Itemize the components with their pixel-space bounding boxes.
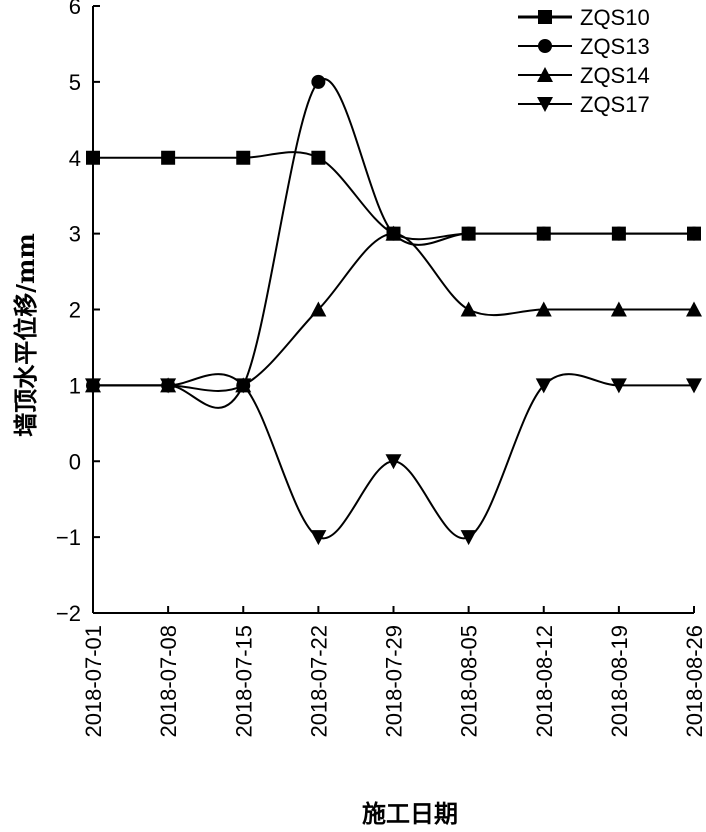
data-point-zqs17 — [85, 378, 101, 394]
data-point-zqs14 — [686, 301, 702, 317]
data-point-zqs10 — [161, 150, 176, 165]
data-point-zqs17 — [460, 530, 477, 546]
y-ticks: −2 −1 0 1 2 3 4 5 6 — [56, 0, 100, 626]
legend-marker-zqs14 — [537, 67, 553, 82]
data-point-zqs13 — [311, 74, 326, 89]
legend: ZQS10 ZQS13 ZQS14 ZQS17 — [518, 5, 650, 117]
legend-marker-zqs13 — [538, 39, 552, 53]
legend-marker-zqs10 — [538, 10, 552, 24]
data-point-zqs10 — [86, 150, 100, 165]
x-tick-label: 2018-07-29 — [382, 625, 407, 738]
x-tick-label: 2018-08-05 — [457, 625, 482, 738]
x-tick-label: 2018-08-19 — [607, 625, 632, 738]
y-tick-label: 5 — [69, 70, 81, 95]
data-point-zqs17 — [686, 378, 702, 394]
y-tick-label: 2 — [69, 298, 81, 323]
data-point-zqs14 — [460, 301, 477, 317]
data-point-zqs17 — [235, 378, 252, 394]
data-point-zqs17 — [385, 454, 402, 470]
y-tick-label: −2 — [56, 601, 81, 626]
data-point-zqs14 — [610, 301, 627, 317]
data-point-zqs14 — [535, 301, 552, 317]
x-tick-label: 2018-07-08 — [156, 625, 181, 738]
series-markers — [85, 74, 702, 546]
y-tick-label: −1 — [56, 525, 81, 550]
y-axis-title: 墙顶水平位移/mm — [11, 233, 40, 437]
series-lines — [92, 78, 694, 540]
y-tick-label: 6 — [69, 0, 81, 19]
legend-marker-zqs17 — [537, 97, 553, 112]
x-ticks: 2018-07-01 2018-07-08 2018-07-15 2018-07-22… — [81, 606, 706, 738]
x-tick-label: 2018-08-12 — [532, 625, 557, 738]
data-point-zqs13 — [536, 226, 551, 241]
y-tick-label: 4 — [69, 146, 81, 171]
x-tick-label: 2018-08-26 — [682, 625, 706, 738]
data-point-zqs17 — [535, 378, 552, 394]
legend-label-zqs17: ZQS17 — [580, 92, 650, 117]
series-line-zqs13 — [93, 78, 694, 409]
x-tick-label: 2018-07-22 — [306, 625, 331, 738]
data-point-zqs13 — [687, 226, 701, 241]
data-point-zqs10 — [311, 150, 326, 165]
data-point-zqs13 — [461, 226, 476, 241]
x-tick-label: 2018-07-01 — [81, 625, 106, 738]
legend-label-zqs10: ZQS10 — [580, 5, 650, 30]
x-tick-label: 2018-07-15 — [231, 625, 256, 738]
series-line-zqs14 — [93, 232, 694, 392]
legend-label-zqs13: ZQS13 — [580, 34, 650, 59]
y-tick-label: 0 — [69, 449, 81, 474]
y-tick-label: 3 — [69, 222, 81, 247]
legend-label-zqs14: ZQS14 — [580, 63, 650, 88]
data-point-zqs17 — [310, 530, 327, 546]
y-tick-label: 1 — [69, 373, 81, 398]
x-axis-title: 施工日期 — [362, 799, 458, 828]
data-point-zqs17 — [160, 378, 177, 394]
data-point-zqs14 — [310, 301, 327, 317]
data-point-zqs17 — [610, 378, 627, 394]
data-point-zqs13 — [611, 226, 626, 241]
data-point-zqs14 — [385, 225, 402, 241]
data-point-zqs10 — [236, 150, 251, 165]
